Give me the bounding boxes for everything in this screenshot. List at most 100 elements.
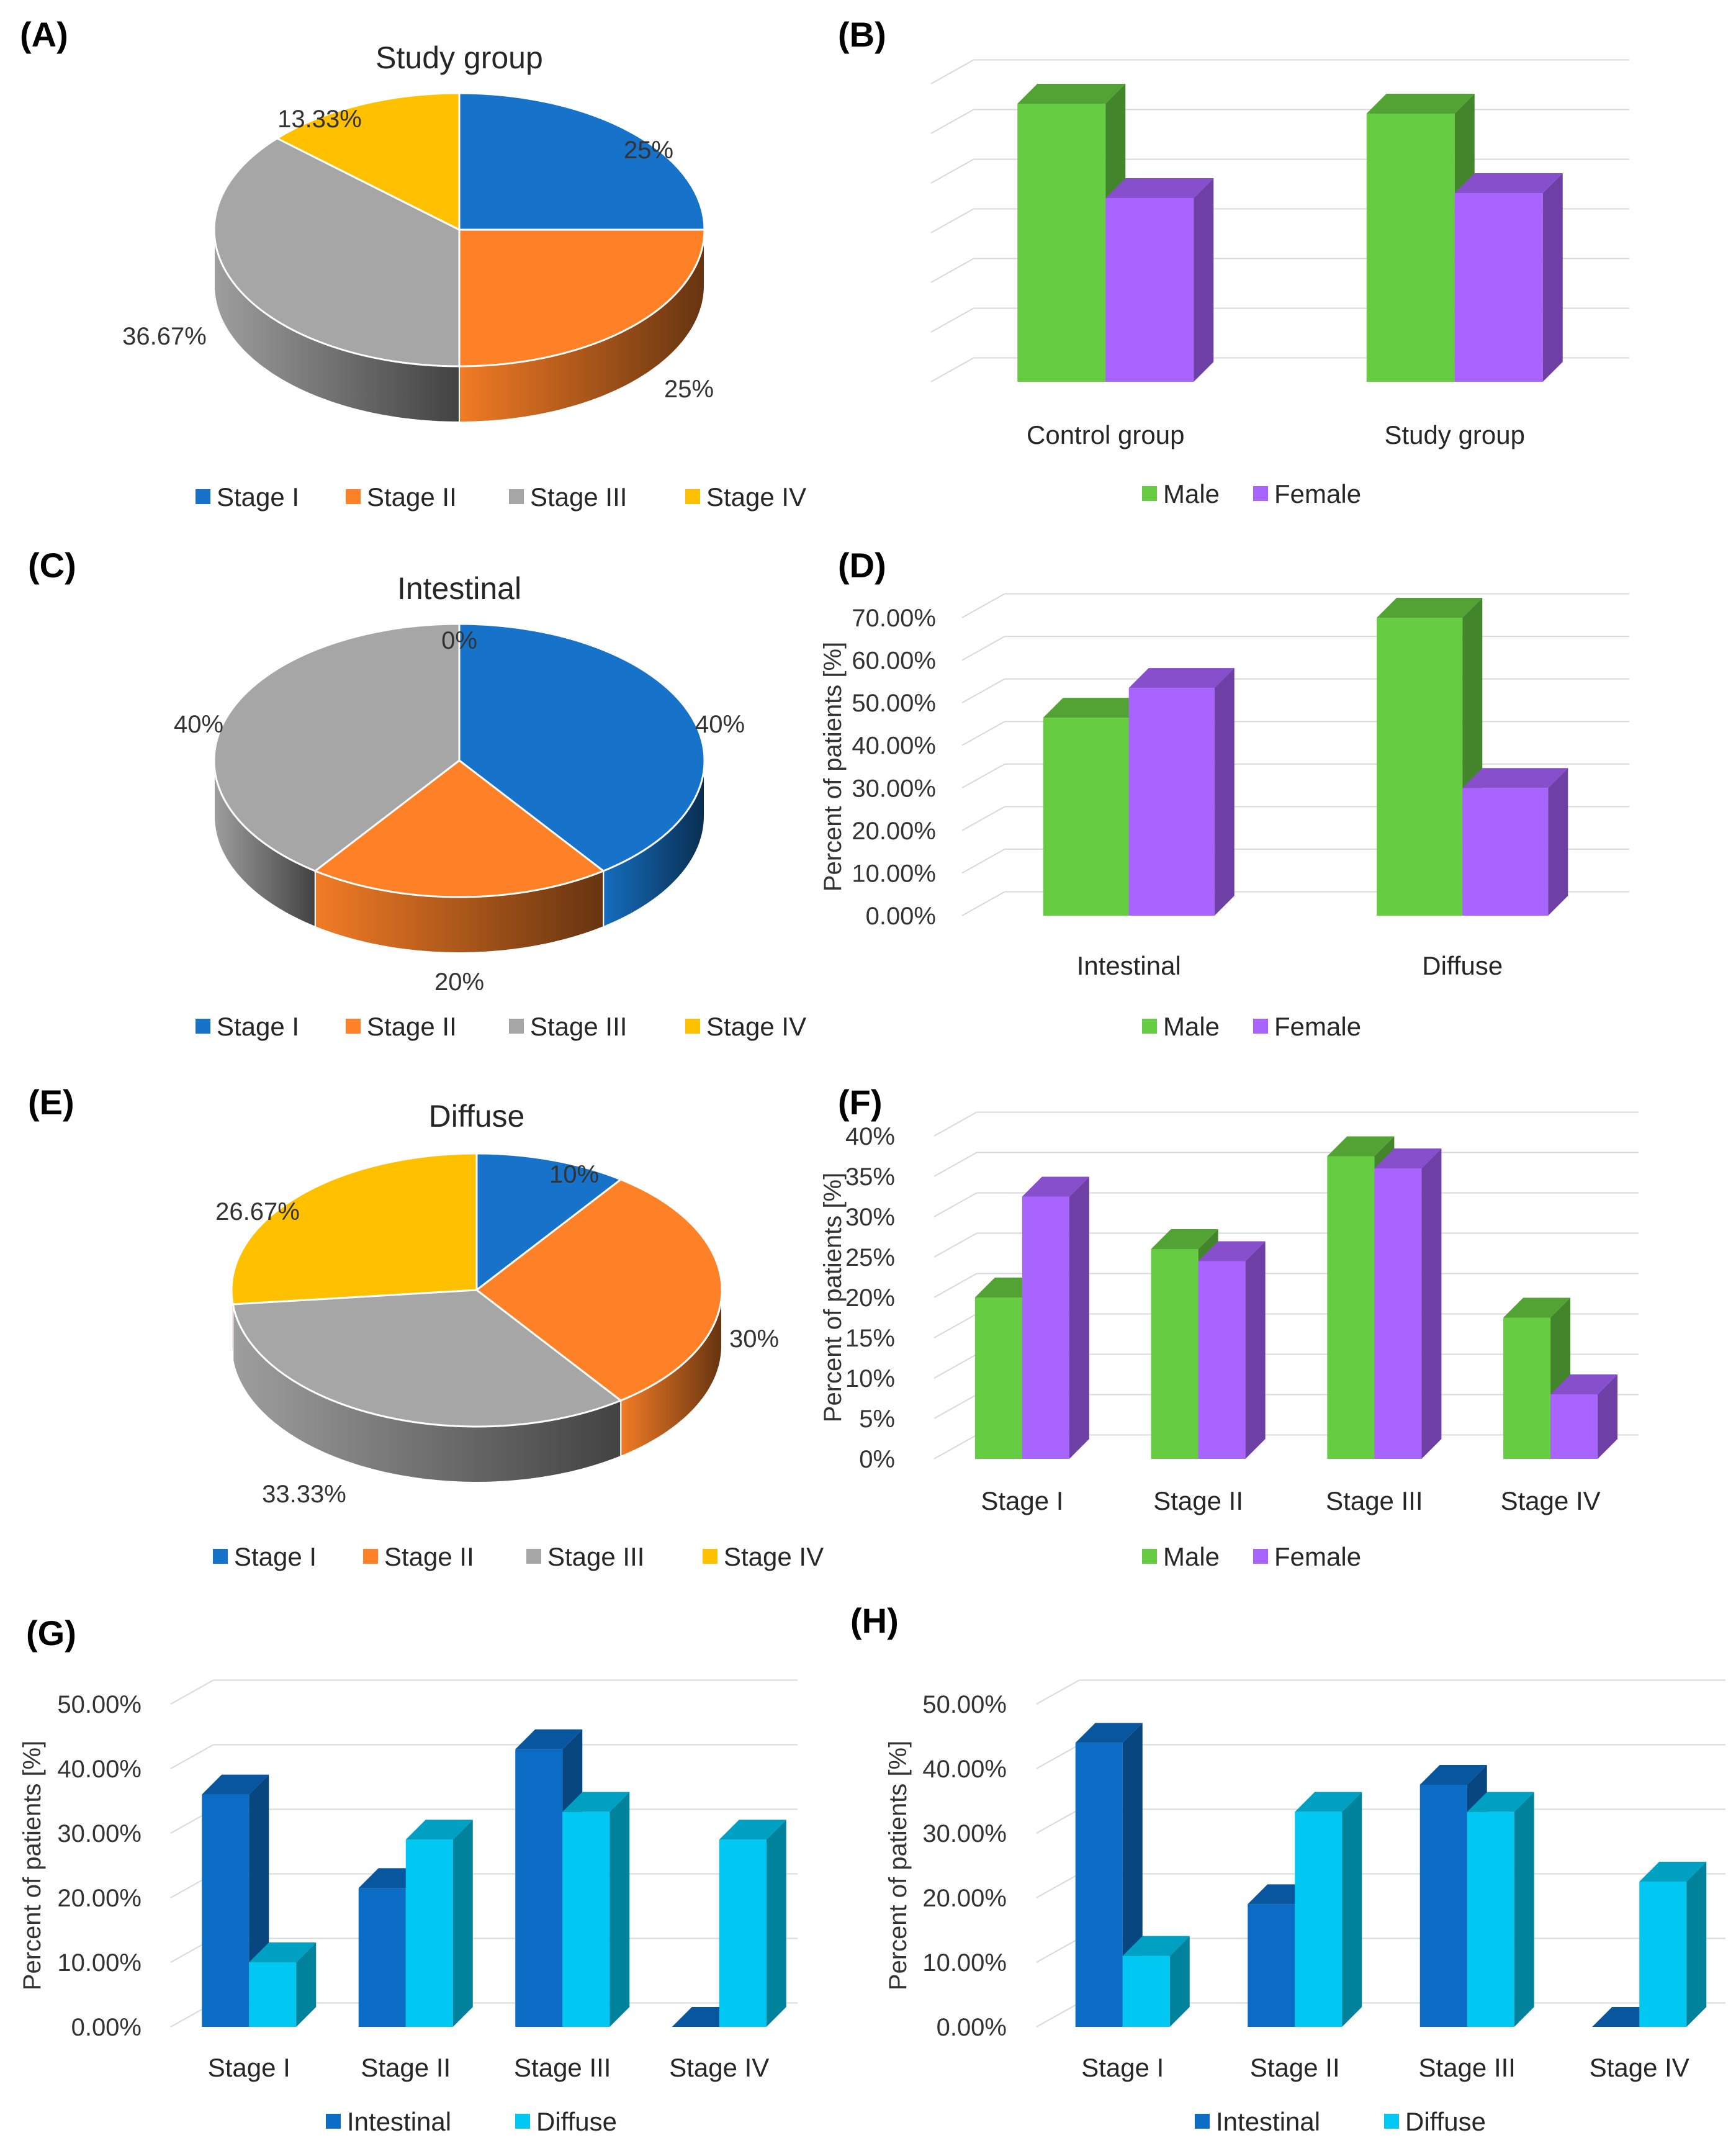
bar-stage-ii-diffuse: [1295, 1811, 1342, 2027]
legend-swatch-g-intestinal: [326, 2114, 341, 2129]
bar-stage-iii-diffuse-side: [609, 1792, 630, 2027]
bar-diffuse-male: [1377, 618, 1463, 916]
y-tick-label: 10.00%: [852, 860, 936, 887]
bar-stage-iv-female: [1550, 1394, 1598, 1459]
legend-swatch-a-stage-ii: [346, 489, 361, 504]
legend-label-h-diffuse: Diffuse: [1405, 2107, 1486, 2136]
bar-intestinal-female: [1128, 688, 1215, 916]
legend-label-e-stage-iv: Stage IV: [724, 1542, 824, 1571]
legend-swatch-a-stage-iv: [685, 489, 700, 504]
bar-stage-iii-intestinal-top: [515, 1729, 583, 1749]
legend-swatch-a-stage-iii: [509, 489, 524, 504]
bar-stage-iii-diffuse-side: [1514, 1792, 1534, 2027]
bar-stage-ii-female-top: [1198, 1241, 1266, 1261]
bar-intestinal-male-top: [1043, 698, 1149, 718]
bar-study-group-male: [1366, 114, 1455, 382]
x-category-label-stage-i: Stage I: [1081, 2053, 1164, 2082]
legend-label-e-stage-ii: Stage II: [384, 1542, 474, 1571]
data-label-stage-iv: 13.33%: [277, 106, 362, 133]
bar-stage-ii-intestinal: [1248, 1904, 1295, 2027]
x-category-label-stage-i: Stage I: [208, 2053, 290, 2082]
legend-label-f-male: Male: [1163, 1542, 1220, 1571]
bar-intestinal-female-side: [1214, 668, 1235, 916]
y-tick-label: 20.00%: [852, 818, 936, 845]
bar-chart-b: Control group Study group Male Female: [930, 59, 1629, 508]
data-label-stage-iv: 0%: [441, 627, 477, 654]
bar-stage-iv-diffuse-side: [1686, 1862, 1707, 2027]
x-category-label-study-group: Study group: [1385, 420, 1526, 449]
y-tick-label: 30%: [845, 1204, 895, 1231]
bar-chart-f: 0% 5% 10% 15% 20% 25% 30% 35% 40% Percent of pati…: [819, 1111, 1639, 1571]
pie-slice-stage-ii: [458, 228, 706, 368]
gridline-diagonal: [930, 59, 974, 84]
panel-letter-a: (A): [20, 15, 68, 54]
pie-chart-e: Diffuse 10% 30% 33.33% 26.67% Stage I Stage II…: [213, 1099, 824, 1571]
legend-label-d-female: Female: [1274, 1012, 1361, 1041]
bar-intestinal-male: [1043, 718, 1129, 916]
legend-swatch-g-diffuse: [515, 2114, 530, 2129]
y-tick-label: 50.00%: [57, 1691, 142, 1718]
legend-swatch-c-stage-iv: [685, 1019, 700, 1034]
y-tick-label: 40.00%: [852, 733, 936, 760]
legend-label-d-male: Male: [1163, 1012, 1220, 1041]
bar-stage-iii-diffuse: [1467, 1811, 1514, 2027]
bar-stage-iii-intestinal: [1419, 1785, 1467, 2027]
panel-letter-c: (C): [28, 546, 76, 585]
y-tick-label: 30.00%: [852, 775, 936, 802]
bar-stage-i-diffuse-top: [249, 1942, 317, 1962]
y-tick-label: 5%: [859, 1405, 895, 1433]
bar-diffuse-female: [1462, 788, 1549, 916]
y-tick-label: 0.00%: [937, 2014, 1007, 2041]
bar-stage-iii-male: [1327, 1156, 1375, 1459]
gridline-diagonal: [930, 357, 974, 382]
legend-label-g-diffuse: Diffuse: [536, 2107, 617, 2136]
chart-title-a: Study group: [376, 40, 543, 75]
bar-control-group-male: [1017, 104, 1106, 382]
x-category-label-stage-iii: Stage III: [1326, 1486, 1423, 1515]
y-tick-label: 25%: [845, 1244, 895, 1271]
legend-label-c-stage-iii: Stage III: [530, 1012, 627, 1041]
bar-stage-ii-diffuse-top: [405, 1820, 473, 1840]
x-category-label-stage-i: Stage I: [981, 1486, 1063, 1515]
y-tick-label: 30.00%: [922, 1820, 1007, 1847]
y-tick-label: 0.00%: [866, 903, 936, 930]
bar-control-group-female-side: [1194, 178, 1214, 382]
gridline-diagonal: [933, 1353, 978, 1379]
data-label-stage-iii: 33.33%: [262, 1481, 346, 1508]
gridline-diagonal: [933, 1273, 978, 1298]
legend-swatch-e-stage-ii: [363, 1549, 378, 1564]
bar-diffuse-female-side: [1548, 768, 1568, 916]
bar-stage-iii-diffuse-top: [562, 1792, 630, 1812]
legend-label-c-stage-iv: Stage IV: [706, 1012, 806, 1041]
bar-stage-iii-male-top: [1327, 1136, 1395, 1157]
legend-swatch-b-male: [1142, 486, 1157, 501]
bar-stage-i-female-top: [1022, 1176, 1089, 1197]
gridline-diagonal: [1036, 1873, 1080, 1898]
legend-label-b-female: Female: [1274, 479, 1361, 508]
pie-slice-stage-iii: [232, 1289, 623, 1428]
bar-stage-ii-diffuse-side: [1342, 1792, 1362, 2027]
y-tick-label: 20.00%: [57, 1885, 142, 1912]
bar-stage-i-intestinal-top: [202, 1774, 269, 1795]
bar-stage-iv-male-top: [1503, 1297, 1571, 1318]
data-label-stage-iii: 40%: [174, 711, 223, 738]
gridline-diagonal: [1036, 1679, 1080, 1705]
gridline-diagonal: [933, 1111, 978, 1137]
gridline-diagonal: [933, 1232, 978, 1258]
data-label-stage-i: 40%: [695, 711, 745, 738]
x-category-label-stage-iii: Stage III: [1419, 2053, 1516, 2082]
gridline-diagonal: [930, 158, 974, 184]
gridline-diagonal: [961, 891, 1005, 916]
gridline-diagonal: [961, 678, 1005, 704]
legend-swatch-h-intestinal: [1195, 2114, 1210, 2129]
gridline-diagonal: [933, 1434, 978, 1459]
y-tick-label: 50.00%: [922, 1691, 1007, 1718]
pie-slice-stage-ii: [475, 1178, 723, 1402]
pie-slice-stage-iv: [230, 1152, 478, 1306]
data-label-stage-i: 25%: [624, 137, 673, 164]
bar-stage-ii-diffuse-side: [452, 1820, 473, 2027]
y-tick-label: 15%: [845, 1325, 895, 1352]
gridline-diagonal: [930, 109, 974, 134]
bar-stage-i-female-side: [1069, 1176, 1089, 1459]
